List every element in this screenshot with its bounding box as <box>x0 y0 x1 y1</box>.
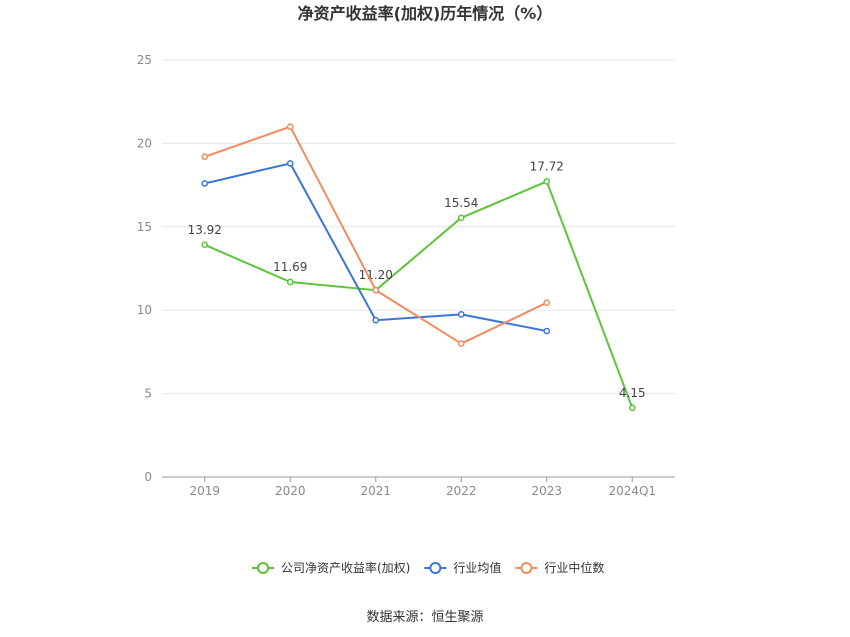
data-label: 17.72 <box>530 159 564 173</box>
legend-marker <box>520 562 533 574</box>
legend-label: 行业均值 <box>453 560 501 575</box>
x-tick-label: 2020 <box>275 484 306 498</box>
data-point[interactable] <box>457 311 465 318</box>
y-tick-label: 0 <box>144 470 152 484</box>
x-tick-label: 2021 <box>360 484 391 498</box>
series-3 <box>201 123 551 347</box>
data-point[interactable] <box>543 327 551 335</box>
data-point[interactable] <box>286 160 294 167</box>
data-point[interactable] <box>286 123 294 131</box>
data-label: 11.20 <box>359 268 393 282</box>
series-line <box>204 125 548 345</box>
x-tick-label: 2019 <box>189 484 220 498</box>
legend-item-1[interactable]: 公司净资产收益率(加权) <box>252 560 410 575</box>
data-point[interactable] <box>457 340 465 347</box>
series-layer: 13.92 11.69 11.20 15.54 17.72 4.15 <box>188 123 646 412</box>
series-line <box>204 180 634 409</box>
x-tick-label: 2022 <box>446 484 477 498</box>
y-tick-label: 25 <box>137 53 152 67</box>
data-source: 数据来源：恒生聚源 <box>366 610 483 625</box>
legend: 公司净资产收益率(加权) 行业均值 行业中位数 <box>252 560 604 575</box>
y-tick-label: 15 <box>137 220 152 234</box>
legend-item-3[interactable]: 行业中位数 <box>515 560 604 575</box>
x-tick-label: 2023 <box>531 484 562 498</box>
data-label: 11.69 <box>273 260 307 274</box>
legend-marker <box>429 562 442 574</box>
data-point[interactable] <box>372 286 380 294</box>
series-2 <box>201 160 551 335</box>
data-point[interactable] <box>628 404 636 412</box>
chart-title: 净资产收益率(加权)历年情况（%） <box>298 4 553 23</box>
legend-label: 公司净资产收益率(加权) <box>281 560 410 575</box>
legend-marker <box>257 562 269 574</box>
data-point[interactable] <box>457 214 465 222</box>
data-point[interactable] <box>201 241 209 249</box>
x-tick-label: 2024Q1 <box>608 484 656 498</box>
legend-label: 行业中位数 <box>544 560 604 575</box>
data-point[interactable] <box>543 299 551 307</box>
y-tick-label: 5 <box>144 387 152 401</box>
data-point[interactable] <box>201 180 209 187</box>
series-1: 13.92 11.69 11.20 15.54 17.72 4.15 <box>188 159 646 412</box>
series-line <box>204 162 547 333</box>
data-label: 4.15 <box>619 386 646 400</box>
grid-lines <box>162 59 675 395</box>
legend-item-2[interactable]: 行业均值 <box>424 560 501 575</box>
y-tick-label: 20 <box>137 136 152 150</box>
data-point[interactable] <box>286 278 294 286</box>
data-label: 15.54 <box>444 196 478 210</box>
x-axis: 2019 2020 2021 2022 2023 2024Q1 <box>162 476 675 498</box>
data-point[interactable] <box>543 178 551 185</box>
data-point[interactable] <box>201 153 209 161</box>
data-point[interactable] <box>372 316 380 324</box>
y-axis: 0 5 10 15 20 25 <box>137 53 152 484</box>
y-tick-label: 10 <box>137 303 152 317</box>
data-label: 13.92 <box>188 223 222 237</box>
